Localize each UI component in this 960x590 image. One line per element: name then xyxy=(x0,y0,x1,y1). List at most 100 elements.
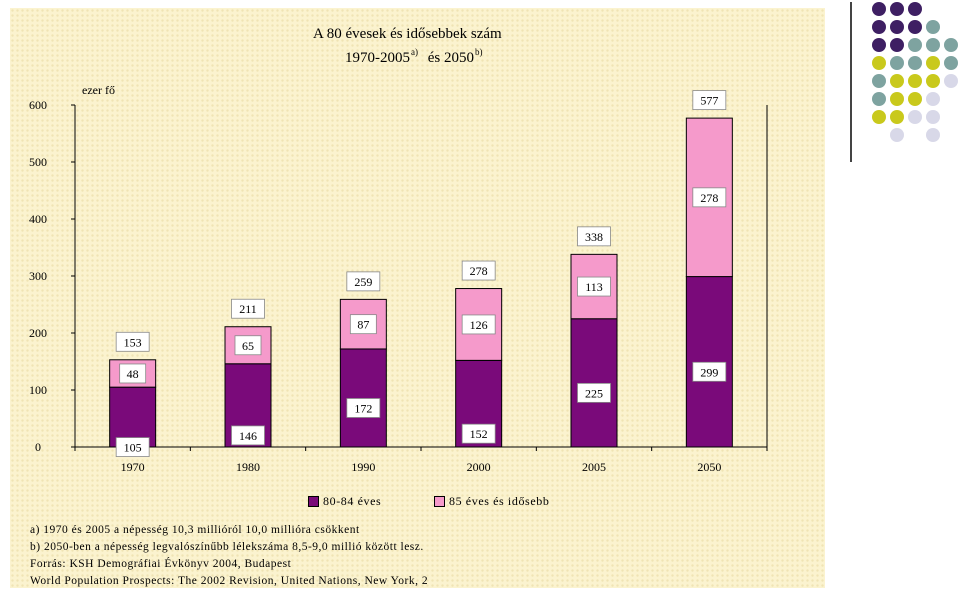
decorative-dot xyxy=(890,74,904,88)
y-tick-label: 100 xyxy=(29,383,47,397)
data-label-80-84-box xyxy=(692,361,727,382)
data-label-80-84-box xyxy=(461,423,496,444)
data-label-85-plus: 48 xyxy=(127,367,139,381)
bar-1970-80-84 xyxy=(109,386,157,448)
chart-title-line2: 1970-2005a) és 2050b) xyxy=(345,47,483,67)
decorative-dot xyxy=(872,92,886,106)
decorative-dot xyxy=(872,74,886,88)
bar-1990-80-84 xyxy=(339,348,387,448)
title-footnote-b: b) xyxy=(475,47,483,57)
data-label-85-plus-box xyxy=(349,314,377,335)
decorative-dot xyxy=(908,38,922,52)
data-label-80-84: 152 xyxy=(470,427,488,441)
decorative-dot xyxy=(908,110,922,124)
data-label-total: 153 xyxy=(124,335,142,349)
data-label-85-plus: 65 xyxy=(242,339,254,353)
data-label-80-84-box xyxy=(115,437,150,457)
y-tick-label: 0 xyxy=(35,440,41,454)
decorative-dot xyxy=(908,92,922,106)
bar-2005-80-84 xyxy=(570,318,618,448)
y-axis-label: ezer fő xyxy=(82,83,115,97)
title-period-1: 1970-2005 xyxy=(345,50,410,66)
legend-label: 80-84 éves xyxy=(323,494,382,508)
x-tick-label: 1970 xyxy=(121,460,145,474)
y-tick-label: 200 xyxy=(29,326,47,340)
data-label-85-plus-box xyxy=(577,276,611,297)
decorative-dot xyxy=(908,74,922,88)
footnote-a: a) 1970 és 2005 a népesség 10,3 millióró… xyxy=(30,524,360,536)
decorative-dot xyxy=(926,92,940,106)
legend-label: 85 éves és idősebb xyxy=(449,494,550,508)
decorative-dot xyxy=(926,74,940,88)
bar-chart: 0 100 200 300 400 500 600 ezer fő 1970 105 48 153 19… xyxy=(29,83,768,474)
y-tick-label: 300 xyxy=(29,269,47,283)
data-label-total-box xyxy=(577,226,611,247)
footnote-b: b) 2050-ben a népesség legvalószínűbb lé… xyxy=(30,541,424,553)
decorative-dot xyxy=(944,38,958,52)
data-label-total-box xyxy=(231,298,265,319)
data-label-80-84: 146 xyxy=(239,429,257,443)
decorative-dot xyxy=(872,110,886,124)
x-tick-label: 2005 xyxy=(582,460,606,474)
data-label-80-84-box xyxy=(577,382,611,403)
decorative-dot xyxy=(890,110,904,124)
legend-item: 85 éves és idősebb xyxy=(434,494,549,509)
data-label-total-box xyxy=(346,271,381,292)
data-label-total-box xyxy=(115,331,150,352)
x-tick-label: 1980 xyxy=(236,460,260,474)
x-tick-label: 1990 xyxy=(351,460,375,474)
data-label-85-plus: 126 xyxy=(470,318,488,332)
decorative-dot xyxy=(926,110,940,124)
data-label-85-plus-box xyxy=(119,363,147,384)
decorative-dot xyxy=(944,74,958,88)
decorative-dot xyxy=(890,92,904,106)
x-tick-label: 2000 xyxy=(467,460,491,474)
title-footnote-a: a) xyxy=(411,47,418,57)
decorative-dot-grid xyxy=(868,0,960,150)
data-label-total: 278 xyxy=(470,264,488,278)
data-label-85-plus-box xyxy=(461,314,496,335)
data-label-total: 211 xyxy=(239,302,257,316)
y-tick-label: 600 xyxy=(29,98,47,112)
data-label-80-84: 299 xyxy=(700,365,718,379)
decorative-divider xyxy=(850,2,852,162)
data-label-85-plus-box xyxy=(692,187,727,208)
decorative-dot xyxy=(926,128,940,142)
decorative-dot xyxy=(908,2,922,16)
decorative-dot xyxy=(872,56,886,70)
data-label-80-84: 172 xyxy=(354,401,372,415)
legend-item: 80-84 éves xyxy=(308,494,381,509)
title-period-2: és 2050 xyxy=(427,50,474,66)
data-label-total: 259 xyxy=(354,275,372,289)
decorative-dot xyxy=(890,56,904,70)
data-label-85-plus: 87 xyxy=(357,318,369,332)
decorative-dot xyxy=(890,2,904,16)
legend-swatch xyxy=(434,496,445,507)
data-label-85-plus: 113 xyxy=(585,280,603,294)
x-tick-label: 2050 xyxy=(697,460,721,474)
decorative-dot xyxy=(908,20,922,34)
data-label-total-box xyxy=(461,260,496,281)
decorative-dot xyxy=(872,38,886,52)
decorative-dot xyxy=(908,56,922,70)
bar-2050-80-84 xyxy=(685,276,733,448)
data-label-80-84: 105 xyxy=(124,441,142,455)
y-tick-label: 400 xyxy=(29,212,47,226)
chart-title-line1: A 80 évesek és idősebbek szám xyxy=(313,26,502,42)
data-label-total: 338 xyxy=(585,230,603,244)
data-label-80-84-box xyxy=(231,425,265,446)
decorative-dot xyxy=(926,38,940,52)
data-label-80-84-box xyxy=(346,398,381,418)
source-line-2: World Population Prospects: The 2002 Rev… xyxy=(30,575,429,587)
source-line-1: Forrás: KSH Demográfiai Évkönyv 2004, Bu… xyxy=(30,558,292,570)
decorative-dot xyxy=(926,56,940,70)
data-label-85-plus-box xyxy=(234,335,262,356)
decorative-dot xyxy=(944,56,958,70)
data-label-total-box xyxy=(692,90,727,111)
decorative-dot xyxy=(872,20,886,34)
footnotes: a) 1970 és 2005 a népesség 10,3 millióró… xyxy=(30,522,428,590)
decorative-dot xyxy=(926,20,940,34)
decorative-dot xyxy=(890,20,904,34)
legend-swatch xyxy=(308,496,319,507)
chart-panel: A 80 évesek és idősebbek szám 1970-2005a… xyxy=(10,8,825,588)
